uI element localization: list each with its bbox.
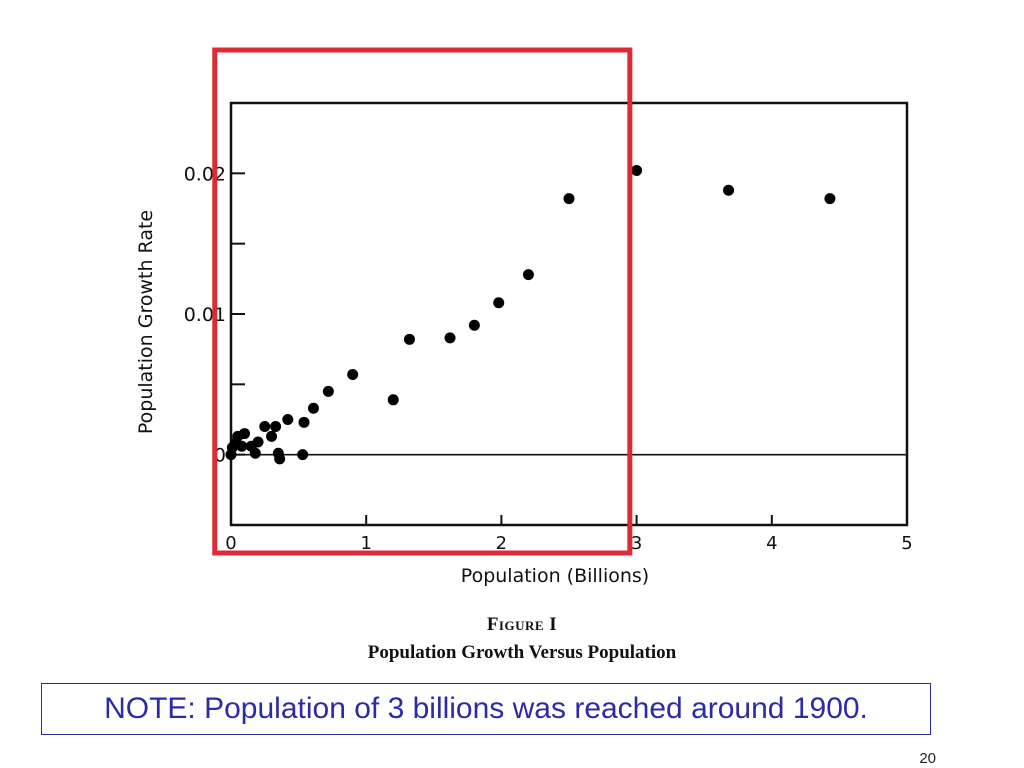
- note-text: NOTE: Population of 3 billions was reach…: [104, 692, 868, 725]
- data-point: [493, 297, 505, 309]
- slide-number: 20: [919, 750, 936, 767]
- data-point: [274, 453, 286, 465]
- data-point: [322, 385, 334, 397]
- data-point: [259, 421, 271, 433]
- x-tick-label: 1: [360, 533, 371, 554]
- data-point: [282, 414, 294, 425]
- figure-number: Figure I: [486, 614, 558, 635]
- x-tick-label: 3: [631, 533, 642, 554]
- data-point: [297, 449, 309, 461]
- data-point: [307, 402, 319, 414]
- data-point: [563, 193, 575, 205]
- y-tick-label: 0.01: [184, 304, 226, 326]
- note-box: NOTE: Population of 3 billions was reach…: [41, 683, 931, 735]
- data-point: [239, 428, 251, 440]
- figure-caption: Population Growth Versus Population: [367, 642, 677, 663]
- data-point: [468, 319, 480, 331]
- data-point: [723, 184, 735, 196]
- data-point: [824, 193, 836, 205]
- data-point: [444, 332, 456, 344]
- data-point: [266, 430, 278, 442]
- plot-frame: [229, 101, 909, 527]
- x-axis-label: Population (Billions): [461, 565, 649, 587]
- y-tick-label: 0.02: [184, 163, 226, 185]
- data-point: [387, 394, 399, 406]
- x-tick-label: 5: [901, 533, 912, 554]
- data-point: [347, 368, 359, 380]
- data-point: [631, 165, 643, 177]
- x-tick-label: 0: [225, 533, 236, 554]
- data-point: [236, 440, 248, 452]
- highlight-box: [212, 47, 633, 556]
- y-axis-label: Population Growth Rate: [135, 210, 157, 434]
- data-point: [249, 447, 261, 459]
- data-point: [252, 436, 264, 448]
- x-tick-label: 4: [766, 533, 777, 554]
- data-point: [270, 421, 282, 433]
- data-point: [522, 269, 534, 281]
- x-tick-label: 2: [496, 533, 507, 554]
- data-point: [298, 416, 310, 428]
- data-point: [403, 333, 415, 345]
